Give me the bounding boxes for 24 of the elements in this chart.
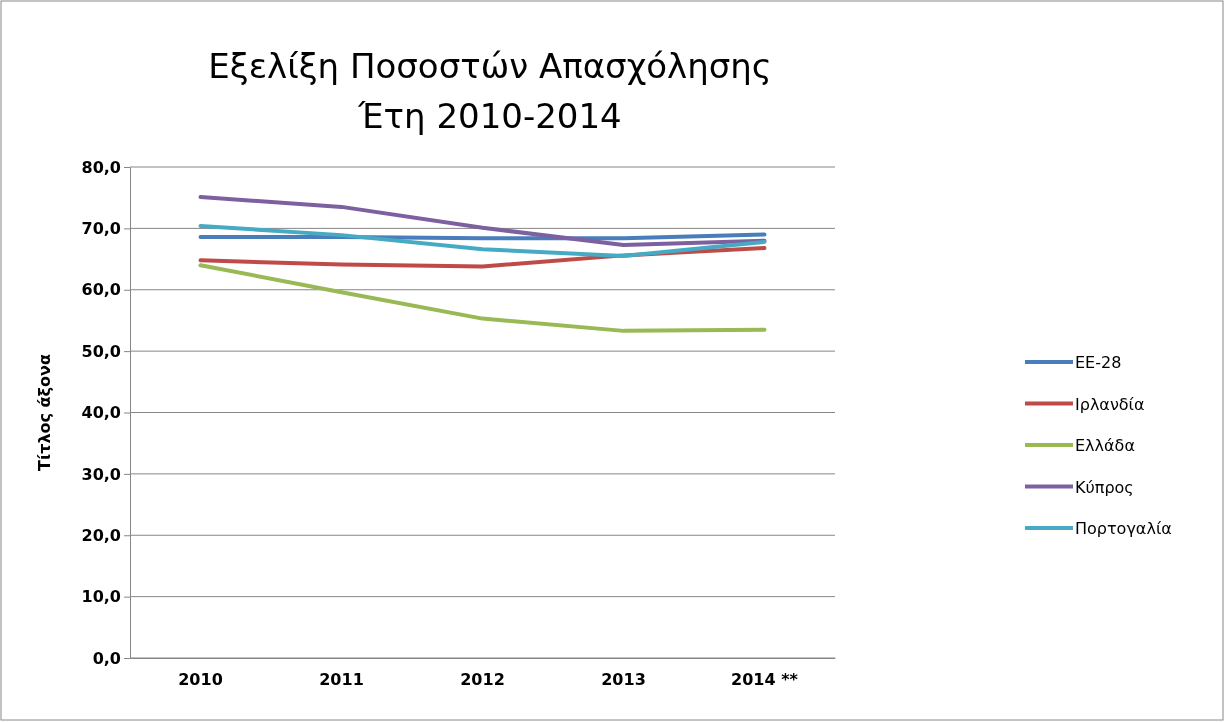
y-tick-label: 60,0 (81, 280, 121, 300)
x-tick-label: 2013 (601, 670, 646, 690)
y-tick-label: 0,0 (92, 648, 121, 668)
line-series (198, 195, 767, 247)
x-tick-label: 2011 (319, 670, 364, 690)
legend-label: ΕΕ-28 (1075, 353, 1122, 372)
legend-label: Πορτογαλία (1075, 519, 1172, 538)
line-series (198, 223, 767, 258)
legend-label: Ιρλανδία (1075, 394, 1145, 414)
y-axis-title: Τίτλος άξονα (35, 354, 54, 471)
y-tick-label: 70,0 (81, 218, 121, 238)
chart-title: Εξελίξη Ποσοστών Απασχόλησης Έτη 2010-2014 (208, 46, 772, 136)
y-tick-label: 30,0 (81, 464, 121, 484)
y-tick-label: 20,0 (81, 525, 121, 545)
y-tick-label: 50,0 (81, 341, 121, 361)
x-tick-label: 2012 (460, 670, 505, 690)
y-tick-label: 80,0 (81, 157, 121, 177)
y-tick-label: 10,0 (81, 587, 121, 607)
x-tick-label: 2010 (178, 670, 223, 690)
x-tick-label: 2014 ** (731, 670, 799, 690)
y-tick-label: 40,0 (81, 403, 121, 423)
legend-label: Ελλάδα (1075, 436, 1135, 455)
legend-label: Κύπρος (1075, 477, 1134, 497)
line-series (198, 263, 767, 333)
